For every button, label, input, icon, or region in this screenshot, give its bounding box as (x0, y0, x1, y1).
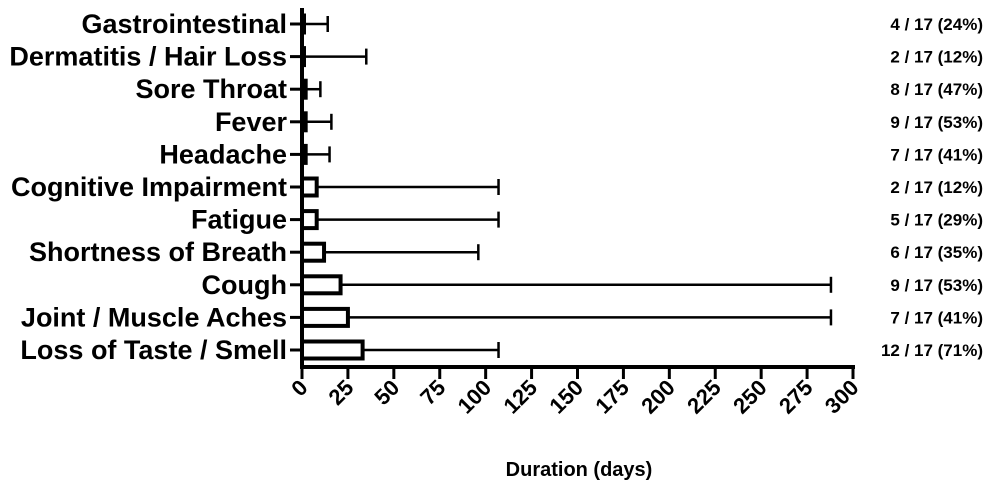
category-label: Loss of Taste / Smell (20, 335, 287, 365)
category-label: Headache (159, 139, 287, 169)
x-tick-label: 250 (728, 375, 772, 419)
data-bar (300, 241, 327, 263)
count-label: 7 / 17 (41%) (890, 308, 983, 327)
chart-row: Dermatitis / Hair Loss 2 / 17 (12%) (9, 42, 983, 72)
category-label: Cough (202, 270, 287, 300)
data-bar (300, 274, 343, 296)
chart-row: Shortness of Breath 6 / 17 (35%) (29, 237, 983, 267)
x-tick-label: 300 (820, 375, 864, 419)
chart-row: Loss of Taste / Smell 12 / 17 (71%) (20, 335, 983, 365)
count-label: 8 / 17 (47%) (890, 80, 983, 99)
count-label: 12 / 17 (71%) (881, 341, 983, 360)
x-tick-label: 0 (286, 375, 312, 401)
x-tick-label: 225 (682, 375, 726, 419)
data-bar (300, 176, 319, 198)
chart-row: Gastrointestinal 4 / 17 (24%) (81, 9, 983, 39)
count-label: 2 / 17 (12%) (890, 48, 983, 67)
x-tick-label: 100 (453, 375, 497, 419)
count-label: 9 / 17 (53%) (890, 276, 983, 295)
category-label: Gastrointestinal (81, 9, 287, 39)
category-label: Cognitive Impairment (11, 172, 287, 202)
chart-row: Sore Throat 8 / 17 (47%) (135, 74, 983, 104)
count-label: 4 / 17 (24%) (890, 15, 983, 34)
data-bar (300, 209, 319, 231)
count-label: 9 / 17 (53%) (890, 113, 983, 132)
x-tick-label: 175 (590, 375, 634, 419)
data-bar (300, 339, 365, 361)
chart-row: Cognitive Impairment 2 / 17 (12%) (11, 172, 983, 202)
category-label: Shortness of Breath (29, 237, 287, 267)
chart-row: Cough 9 / 17 (53%) (202, 270, 983, 300)
count-label: 6 / 17 (35%) (890, 243, 983, 262)
x-tick-label: 75 (415, 375, 450, 410)
data-bar (300, 306, 350, 328)
category-label: Dermatitis / Hair Loss (9, 42, 287, 72)
category-label: Joint / Muscle Aches (21, 302, 287, 332)
count-label: 7 / 17 (41%) (890, 145, 983, 164)
x-axis-title: Duration (days) (506, 459, 653, 481)
category-label: Fever (215, 107, 288, 137)
chart-row: Fatigue 5 / 17 (29%) (191, 205, 983, 235)
category-label: Sore Throat (135, 74, 287, 104)
x-tick-label: 200 (636, 375, 680, 419)
count-label: 5 / 17 (29%) (890, 211, 983, 230)
chart-row: Joint / Muscle Aches 7 / 17 (41%) (21, 302, 983, 332)
chart-row: Headache 7 / 17 (41%) (159, 139, 983, 169)
x-tick-label: 25 (323, 375, 358, 410)
x-tick-label: 150 (544, 375, 588, 419)
x-tick-label: 275 (774, 375, 818, 419)
category-label: Fatigue (191, 205, 287, 235)
x-tick-label: 50 (369, 375, 404, 410)
count-label: 2 / 17 (12%) (890, 178, 983, 197)
chart-row: Fever 9 / 17 (53%) (215, 107, 983, 137)
x-tick-label: 125 (498, 375, 542, 419)
